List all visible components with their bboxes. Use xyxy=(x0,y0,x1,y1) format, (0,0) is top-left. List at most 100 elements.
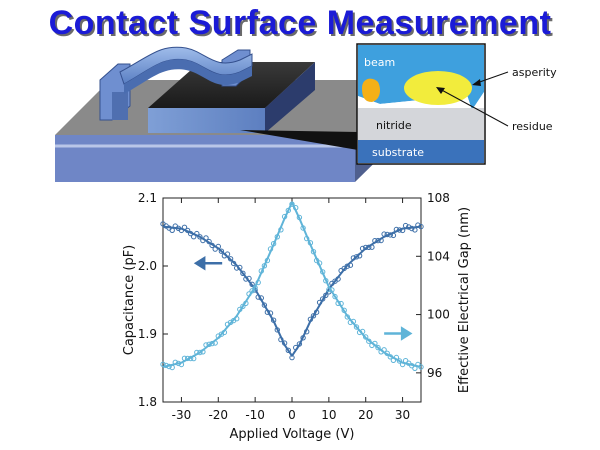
series-1-point xyxy=(300,225,306,231)
substrate-front xyxy=(55,135,355,182)
series-0-point xyxy=(243,276,249,282)
series-0-point xyxy=(187,230,194,237)
y-left-axis-ticks: 1.8 1.9 2.0 2.1 xyxy=(138,191,168,409)
label-nitride: nitride xyxy=(376,119,412,132)
series-1-point xyxy=(203,342,209,348)
series-0-point xyxy=(300,335,306,341)
series-0-point xyxy=(344,263,350,269)
series-1-point xyxy=(166,363,172,370)
series-1-point xyxy=(221,329,228,336)
series-0-point xyxy=(353,254,360,260)
series-1-point xyxy=(332,293,338,300)
x-tick-label: 20 xyxy=(358,408,373,422)
y-left-tick-label: 2.1 xyxy=(138,191,157,205)
series-1-point xyxy=(240,303,246,309)
series-0-point xyxy=(264,309,271,315)
label-residue: residue xyxy=(512,120,553,133)
series-1-point xyxy=(393,354,400,361)
inset-pointer xyxy=(240,130,358,150)
series-1-point xyxy=(289,201,295,207)
series-0-point xyxy=(289,354,295,361)
series-0-point xyxy=(194,230,200,237)
series-1-point xyxy=(329,287,335,293)
series-1-point xyxy=(307,240,314,246)
series-1-point xyxy=(323,278,329,284)
x-axis-label: Applied Voltage (V) xyxy=(230,427,355,442)
series-0-point xyxy=(320,296,326,302)
series-1-point xyxy=(384,350,390,356)
y-left-tick-label: 1.9 xyxy=(138,327,157,341)
series-1-point xyxy=(267,246,274,252)
series-1-point xyxy=(341,307,347,313)
y-left-tick-label: 1.8 xyxy=(138,395,157,409)
series-0-point xyxy=(316,299,323,306)
series-layer xyxy=(160,201,424,371)
series-0-point xyxy=(366,244,372,251)
series-0-point xyxy=(323,292,329,298)
series-0-point xyxy=(304,329,310,335)
substrate-layer xyxy=(358,140,484,163)
series-0-point xyxy=(375,237,381,244)
series-0-point xyxy=(240,270,246,276)
series-0-point xyxy=(402,222,409,229)
series-1-point xyxy=(316,260,323,266)
series-1-point xyxy=(356,329,363,336)
series-0-point xyxy=(281,340,288,346)
series-0-point xyxy=(399,227,406,234)
series-1-fit-line xyxy=(162,201,422,368)
series-1-point xyxy=(181,355,188,361)
series-0-point xyxy=(372,238,378,244)
x-tick-label: -30 xyxy=(172,408,192,422)
arrow-left-axis xyxy=(193,256,223,271)
series-1-point xyxy=(160,361,166,367)
capacitance-gap-chart: -30 -20 -10 0 10 20 30 1.8 1.9 2.0 2.1 96 100 104 10… xyxy=(122,191,472,442)
series-1-point xyxy=(390,357,397,363)
series-1-point xyxy=(194,349,200,356)
series-0-point xyxy=(215,243,222,250)
series-0-point xyxy=(191,234,197,240)
series-0-point xyxy=(178,227,185,234)
series-1-point xyxy=(399,361,406,368)
series-1-point xyxy=(252,285,258,291)
series-0-point xyxy=(396,227,403,233)
series-1-point xyxy=(197,349,203,356)
series-0-point xyxy=(258,295,264,301)
y-left-axis-label: Capacitance (pF) xyxy=(122,245,137,355)
series-0-point xyxy=(418,223,424,230)
series-0-fit-line xyxy=(162,225,422,357)
electrode-pad-front xyxy=(148,108,265,133)
series-0-point xyxy=(209,242,215,249)
series-0-point xyxy=(307,316,314,322)
series-1-point xyxy=(278,227,284,233)
series-1-point xyxy=(249,288,255,294)
nitride-layer xyxy=(358,108,484,140)
arrow-right-axis xyxy=(384,326,413,341)
series-1-point xyxy=(313,257,320,264)
series-0-point xyxy=(274,327,280,333)
series-1-point xyxy=(270,241,277,247)
series-0-point xyxy=(293,344,299,351)
series-1-point xyxy=(264,257,271,264)
series-0-point xyxy=(255,294,261,300)
series-0-point xyxy=(406,224,412,230)
series-1-point xyxy=(350,318,357,325)
series-1-point xyxy=(409,363,415,369)
series-1-point xyxy=(353,324,360,330)
series-0-point xyxy=(359,245,366,252)
label-beam: beam xyxy=(364,56,395,69)
series-0-point xyxy=(169,227,175,234)
y-right-tick-label: 96 xyxy=(427,366,442,380)
series-1-point xyxy=(304,235,310,242)
y-right-axis-ticks: 96 100 104 108 xyxy=(416,191,450,380)
series-1-point xyxy=(418,364,424,370)
series-1-point xyxy=(387,354,393,360)
series-1-point xyxy=(200,349,206,355)
series-0-point xyxy=(261,302,268,308)
series-1-point xyxy=(359,328,366,335)
series-0-point xyxy=(200,237,206,244)
series-0-point xyxy=(369,244,375,250)
x-tick-label: 0 xyxy=(288,408,296,422)
x-tick-label: -10 xyxy=(245,408,265,422)
series-0-point xyxy=(313,309,320,315)
series-1-point xyxy=(169,364,175,371)
